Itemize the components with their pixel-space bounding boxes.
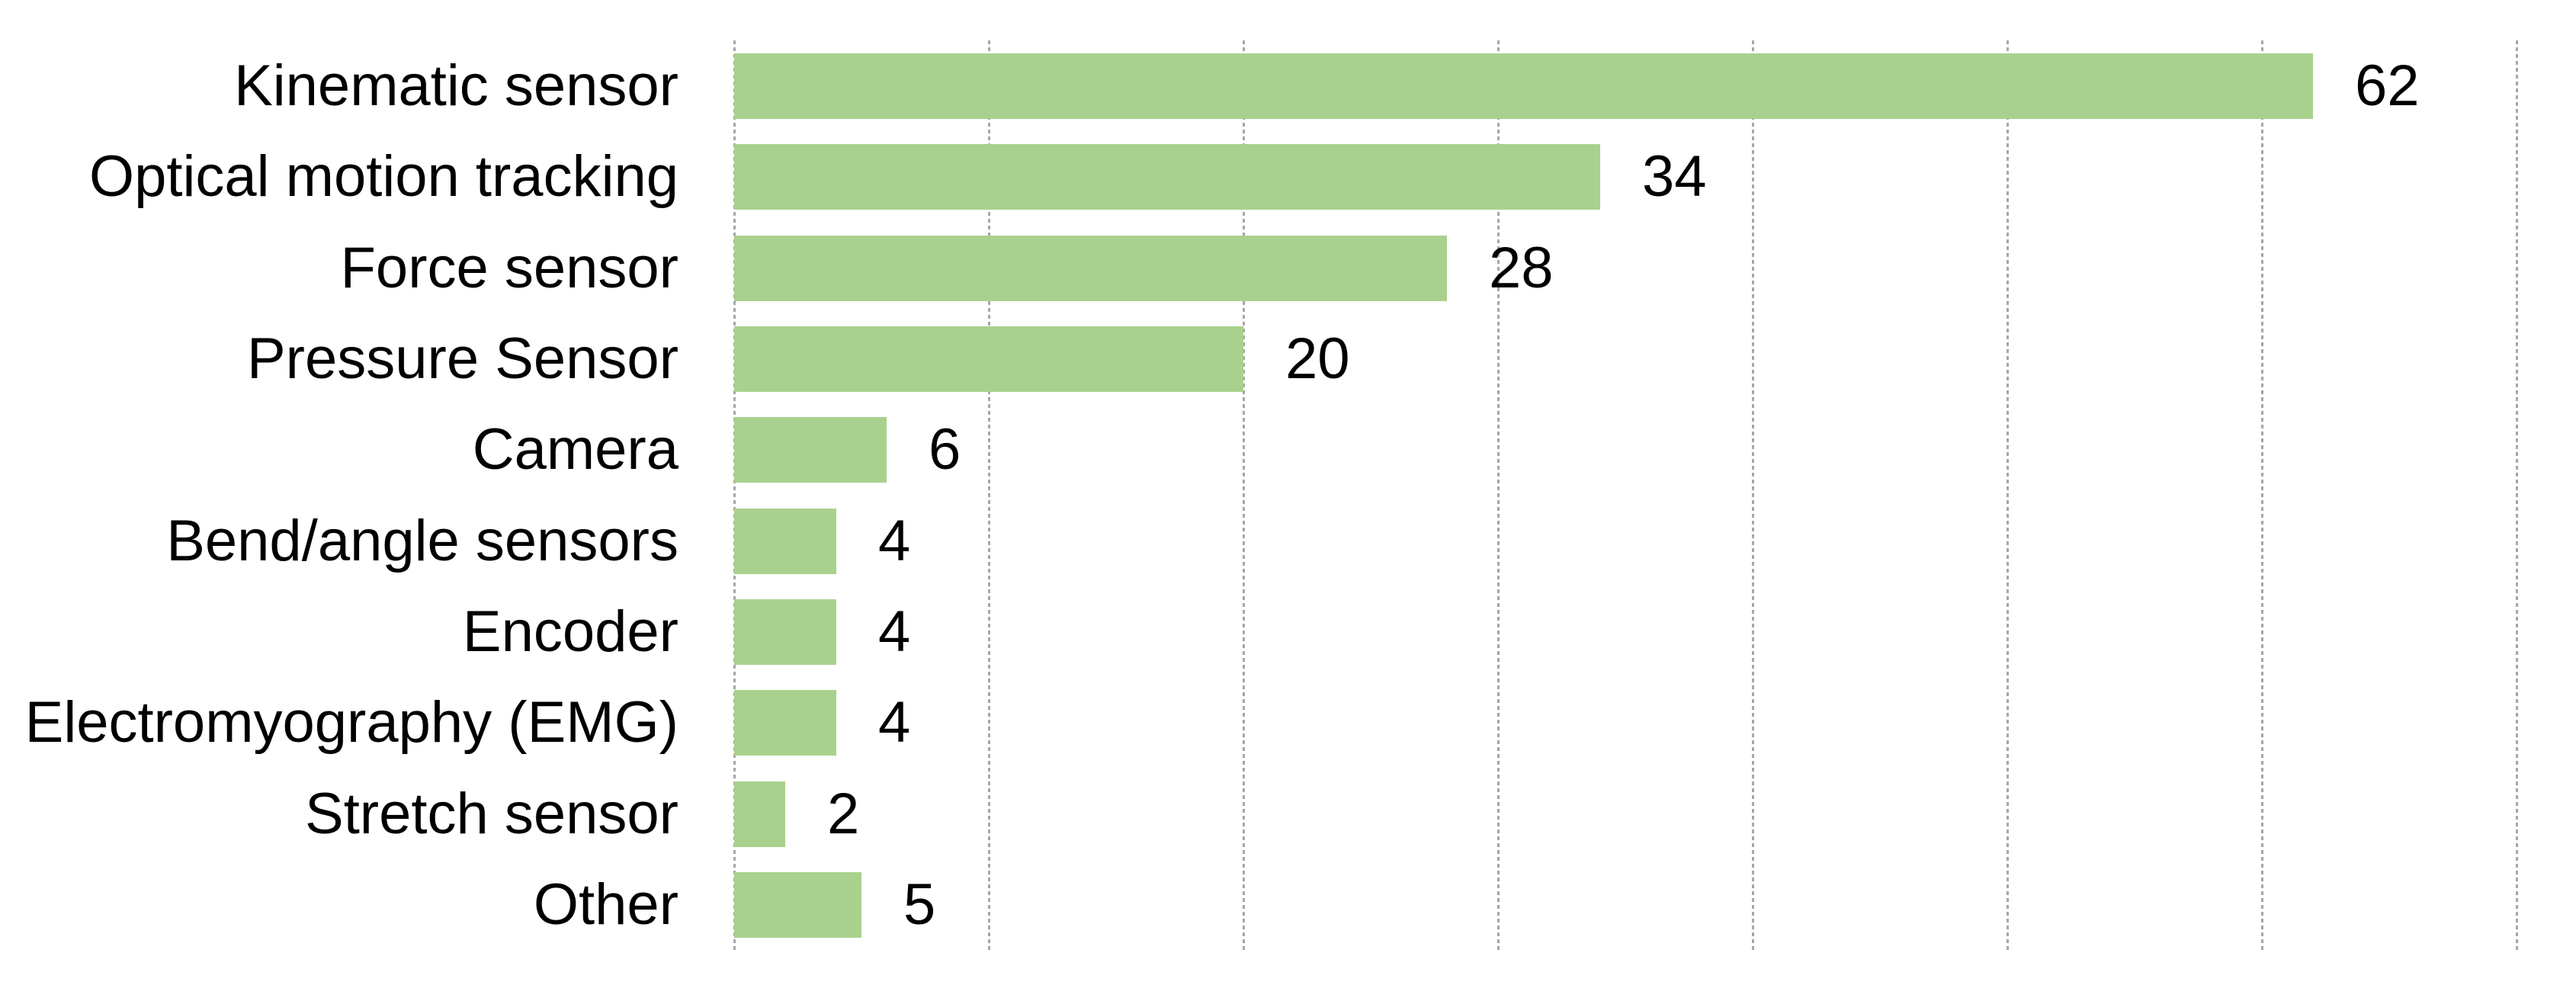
chart-row: Encoder 4 — [0, 599, 2576, 665]
gridline — [2515, 40, 2518, 951]
gridline — [2006, 40, 2009, 951]
bar — [734, 509, 836, 574]
category-label: Encoder — [462, 599, 678, 664]
value-label: 2 — [827, 781, 860, 846]
chart-row: Bend/angle sensors 4 — [0, 509, 2576, 574]
chart-row: Camera 6 — [0, 417, 2576, 483]
bar — [734, 781, 785, 847]
bar — [734, 144, 1600, 210]
value-label: 62 — [2355, 53, 2420, 118]
gridline — [1497, 40, 1500, 951]
chart-row: Force sensor 28 — [0, 236, 2576, 301]
bar — [734, 236, 1447, 301]
category-label: Optical motion tracking — [89, 144, 678, 209]
chart-row: Stretch sensor 2 — [0, 781, 2576, 847]
gridline — [2260, 40, 2263, 951]
chart-row: Optical motion tracking 34 — [0, 144, 2576, 210]
bar — [734, 53, 2313, 119]
category-label: Bend/angle sensors — [166, 509, 678, 573]
category-label: Pressure Sensor — [246, 326, 678, 391]
gridline — [1242, 40, 1245, 951]
gridline — [1751, 40, 1754, 951]
value-label: 4 — [878, 690, 911, 755]
value-label: 28 — [1489, 236, 1554, 300]
bar — [734, 690, 836, 756]
bar — [734, 599, 836, 665]
bar — [734, 872, 861, 938]
gridline — [733, 40, 736, 951]
value-label: 20 — [1285, 326, 1350, 391]
chart-row: Pressure Sensor 20 — [0, 326, 2576, 392]
category-label: Kinematic sensor — [234, 53, 678, 118]
chart-row: Other 5 — [0, 872, 2576, 938]
category-label: Electromyography (EMG) — [24, 690, 678, 755]
category-label: Other — [533, 872, 678, 937]
value-label: 4 — [878, 599, 911, 664]
chart-row: Kinematic sensor 62 — [0, 53, 2576, 119]
bar — [734, 417, 887, 483]
bar — [734, 326, 1243, 392]
gridline — [987, 40, 990, 951]
value-label: 6 — [929, 417, 961, 482]
category-label: Force sensor — [340, 236, 679, 300]
value-label: 4 — [878, 509, 911, 573]
value-label: 5 — [903, 872, 936, 937]
category-label: Stretch sensor — [305, 781, 678, 846]
category-label: Camera — [472, 417, 678, 482]
value-label: 34 — [1642, 144, 1707, 209]
chart-row: Electromyography (EMG) 4 — [0, 690, 2576, 756]
